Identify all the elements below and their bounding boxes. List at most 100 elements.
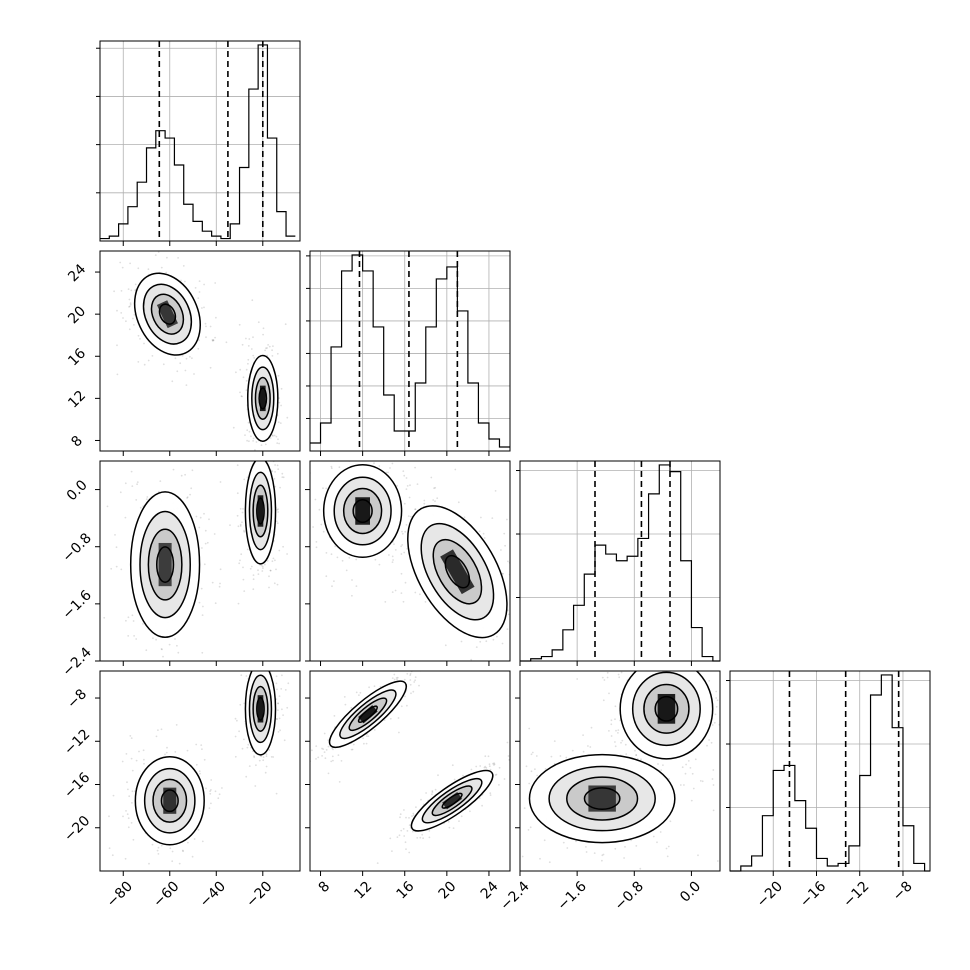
sample-point xyxy=(267,667,269,669)
sample-point xyxy=(160,648,163,650)
sample-point xyxy=(447,820,450,823)
y-tick-label: −8 xyxy=(64,686,90,712)
sample-point xyxy=(205,336,207,339)
sample-point xyxy=(265,755,268,758)
sample-point xyxy=(409,672,412,675)
sample-point xyxy=(129,247,131,249)
sample-point xyxy=(713,721,716,724)
sample-point xyxy=(239,525,242,527)
sample-point xyxy=(200,744,203,746)
sample-point xyxy=(423,502,426,505)
sample-point xyxy=(401,532,404,535)
sample-point xyxy=(180,279,182,282)
sample-point xyxy=(406,485,409,487)
sample-point xyxy=(241,653,243,655)
axis-frame xyxy=(309,250,511,452)
sample-point xyxy=(601,859,603,862)
sample-point xyxy=(164,753,166,756)
x-tick-label: −80 xyxy=(104,878,136,910)
contour-line xyxy=(643,683,690,734)
sample-point xyxy=(127,635,130,637)
sample-point xyxy=(120,568,123,571)
sample-point xyxy=(602,853,605,856)
sample-point xyxy=(262,567,264,569)
sample-point xyxy=(444,636,446,638)
sample-point xyxy=(198,770,201,773)
sample-point xyxy=(681,766,684,769)
sample-point xyxy=(669,820,672,823)
sample-point xyxy=(137,361,140,363)
sample-point xyxy=(275,568,277,571)
panel-content xyxy=(521,671,720,877)
sample-point xyxy=(475,646,478,648)
sample-point xyxy=(553,740,556,742)
sample-point xyxy=(237,602,240,605)
sample-point xyxy=(199,516,202,519)
sample-point xyxy=(531,751,534,754)
sample-point xyxy=(252,574,255,576)
sample-point xyxy=(333,715,336,717)
sample-point xyxy=(161,648,163,651)
sample-point xyxy=(247,458,249,460)
sample-point xyxy=(130,289,133,292)
sample-point xyxy=(498,766,501,769)
sample-point xyxy=(148,862,150,865)
sample-point xyxy=(412,812,415,815)
contour-line xyxy=(133,272,201,356)
sample-point xyxy=(500,549,502,551)
contour-line xyxy=(244,671,277,756)
sample-point xyxy=(529,826,532,829)
sample-point xyxy=(252,437,255,440)
sample-point xyxy=(528,727,531,730)
sample-point xyxy=(485,640,488,643)
y-tick-label: 24 xyxy=(65,261,89,285)
sample-point xyxy=(199,772,201,775)
sample-point xyxy=(391,850,393,852)
sample-point xyxy=(120,290,123,292)
contour-line xyxy=(432,538,483,605)
sample-point xyxy=(329,455,331,457)
sample-point xyxy=(442,458,444,460)
sample-point xyxy=(683,784,685,786)
sample-point xyxy=(197,347,200,350)
sample-point xyxy=(129,302,132,304)
sample-point xyxy=(415,669,417,671)
sample-point xyxy=(315,546,318,549)
sample-point xyxy=(277,731,280,733)
density-peak xyxy=(657,693,676,724)
sample-point xyxy=(135,499,138,501)
sample-point xyxy=(131,614,134,617)
sample-point xyxy=(128,795,131,798)
density-peak xyxy=(163,787,177,814)
sample-point xyxy=(264,771,267,774)
sample-point xyxy=(470,768,473,771)
sample-point xyxy=(172,468,175,471)
sample-point xyxy=(694,758,697,761)
sample-point xyxy=(625,753,628,755)
sample-point xyxy=(517,590,519,592)
sample-point xyxy=(198,526,201,529)
sample-point xyxy=(493,763,496,766)
sample-point xyxy=(181,354,184,357)
sample-point xyxy=(376,447,378,449)
sample-point xyxy=(204,529,207,532)
sample-point xyxy=(488,763,491,766)
contour-line xyxy=(142,283,193,345)
sample-point xyxy=(274,464,276,466)
x-tick-label: 12 xyxy=(351,878,375,902)
sample-point xyxy=(272,435,274,437)
sample-point xyxy=(209,792,212,795)
sample-point xyxy=(325,487,328,490)
sample-point xyxy=(495,773,498,776)
sample-point xyxy=(247,358,250,361)
sample-point xyxy=(278,442,280,445)
sample-point xyxy=(606,676,609,679)
sample-point xyxy=(582,875,584,877)
sample-point xyxy=(257,459,259,461)
sample-point xyxy=(372,433,374,435)
contour-line xyxy=(444,554,471,589)
sample-point xyxy=(177,651,180,654)
sample-point xyxy=(350,748,353,751)
sample-point xyxy=(405,848,407,850)
